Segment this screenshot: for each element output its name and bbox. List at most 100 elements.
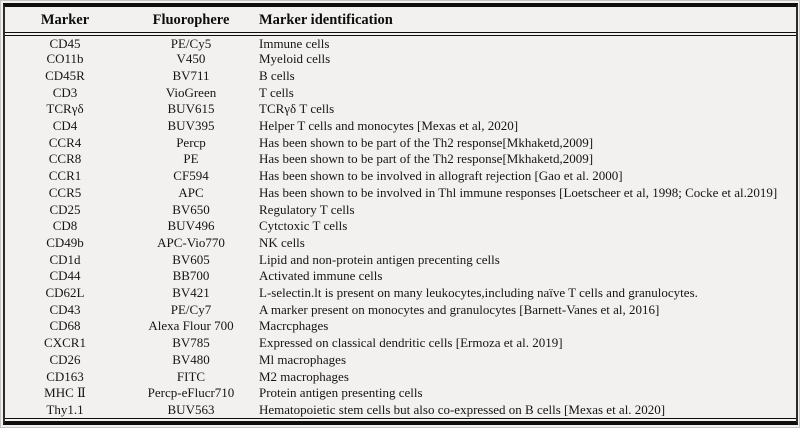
cell-marker: CCR8 xyxy=(48,151,82,167)
cell-identification: L-selectin.lt is present on many leukocy… xyxy=(259,285,698,301)
cell-fluorophore: BB700 xyxy=(172,268,210,284)
cell-identification: Protein antigen presenting cells xyxy=(259,385,423,401)
cell-fluorophore: BUV395 xyxy=(167,118,215,134)
cell-fluorophore: Percp-eFlucr710 xyxy=(147,385,235,401)
cell-fluorophore: BV605 xyxy=(172,251,210,267)
header-identification: Marker identification xyxy=(257,7,796,36)
cell-fluorophore: BV421 xyxy=(172,285,210,301)
cell-fluorophore: APC xyxy=(178,184,204,200)
cell-fluorophore: BUV615 xyxy=(167,101,215,117)
cell-marker: CD8 xyxy=(52,218,78,234)
cell-fluorophore: PE/Cy7 xyxy=(170,301,212,317)
cell-marker: CD43 xyxy=(49,301,81,317)
table-row: CD49b APC-Vio770 NK cells xyxy=(5,234,796,251)
cell-fluorophore: BV480 xyxy=(172,351,210,367)
cell-fluorophore: BV711 xyxy=(172,67,210,83)
table-header: Marker Fluorophere Marker identification xyxy=(5,7,796,36)
cell-identification: Expressed on classical dendritic cells [… xyxy=(259,335,563,351)
table-row: MHC Ⅱ Percp-eFlucr710 Protein antigen pres… xyxy=(5,385,796,402)
table-row: CD163 FITC M2 macrophages xyxy=(5,368,796,385)
cell-fluorophore: Percp xyxy=(176,134,206,150)
table-row: Thy1.1 BUV563 Hematopoietic stem cells but… xyxy=(5,401,796,420)
cell-marker: CD62L xyxy=(45,285,85,301)
cell-identification: Has been shown to be involved in Thl imm… xyxy=(259,184,778,200)
cell-marker: CD163 xyxy=(46,368,84,384)
table-row: CD44 BB700 Activated immune cells xyxy=(5,268,796,285)
cell-fluorophore: BUV563 xyxy=(125,401,257,420)
header-marker: Marker xyxy=(5,7,125,36)
cell-identification: Regulatory T cells xyxy=(259,201,355,217)
cell-fluorophore: BV785 xyxy=(172,335,210,351)
cell-identification: Lipid and non-protein antigen precenting… xyxy=(259,251,500,267)
cell-marker: CD25 xyxy=(49,201,81,217)
cell-marker: CD49b xyxy=(46,234,84,250)
cell-identification: A marker present on monocytes and granul… xyxy=(259,301,660,317)
cell-fluorophore: BUV496 xyxy=(167,218,215,234)
table-row: CD45R BV711 B cells xyxy=(5,67,796,84)
cell-fluorophore: PE xyxy=(183,151,199,167)
table-row: CD3 VioGreen T cells xyxy=(5,84,796,101)
cell-identification: Macrcphages xyxy=(259,318,329,334)
cell-marker: CCR1 xyxy=(48,168,82,184)
cell-fluorophore: PE/Cy5 xyxy=(170,35,212,51)
cell-marker: CD44 xyxy=(49,268,81,284)
cell-identification: Ml macrophages xyxy=(259,351,347,367)
cell-marker: CO11b xyxy=(46,51,84,67)
table-row: CCR1 CF594 Has been shown to be involved i… xyxy=(5,168,796,185)
cell-marker: MHC Ⅱ xyxy=(44,385,86,401)
cell-identification: Has been shown to be involved in allogra… xyxy=(259,168,623,184)
table-row: CCR5 APC Has been shown to be involved in … xyxy=(5,184,796,201)
cell-fluorophore: APC-Vio770 xyxy=(157,234,225,250)
cell-marker: CD45 xyxy=(49,35,81,51)
cell-identification: Has been shown to be part of the Th2 res… xyxy=(259,134,594,150)
cell-marker: CD45R xyxy=(45,67,85,83)
table-row: CD1d BV605 Lipid and non-protein antigen p… xyxy=(5,251,796,268)
cell-fluorophore: Alexa Flour 700 xyxy=(148,318,234,334)
cell-marker: Thy1.1 xyxy=(5,401,125,420)
table-row: CD45 PE/Cy5 Immune cells xyxy=(5,34,796,51)
table-row: CD62L BV421 L-selectin.lt is present on ma… xyxy=(5,285,796,302)
cell-identification: NK cells xyxy=(259,234,305,250)
cell-fluorophore: BV650 xyxy=(172,201,210,217)
table-row: TCRγδ BUV615 TCRγδ T cells xyxy=(5,101,796,118)
cell-fluorophore: VioGreen xyxy=(165,84,217,100)
table-row: CD26 BV480 Ml macrophages xyxy=(5,351,796,368)
cell-identification: Cytctoxic T cells xyxy=(259,218,348,234)
table-row: CXCR1 BV785 Expressed on classical dendrit… xyxy=(5,335,796,352)
cell-marker: CCR4 xyxy=(48,134,82,150)
cell-identification: T cells xyxy=(259,84,294,100)
table-row: CCR8 PE Has been shown to be part of the T… xyxy=(5,151,796,168)
cell-marker: TCRγδ xyxy=(46,101,84,117)
cell-identification: Has been shown to be part of the Th2 res… xyxy=(259,151,594,167)
cell-identification: Activated immune cells xyxy=(259,268,383,284)
table-row: CCR4 Percp Has been shown to be part of th… xyxy=(5,134,796,151)
cell-identification: M2 macrophages xyxy=(259,368,349,384)
header-row: Marker Fluorophere Marker identification xyxy=(5,7,796,36)
cell-identification: Myeloid cells xyxy=(259,51,331,67)
table-row: CD43 PE/Cy7 A marker present on monocytes … xyxy=(5,301,796,318)
cell-identification: Hematopoietic stem cells but also co-exp… xyxy=(257,401,796,420)
table-row: CO11b V450 Myeloid cells xyxy=(5,51,796,68)
cell-fluorophore: V450 xyxy=(176,51,206,67)
header-fluorophore: Fluorophere xyxy=(125,7,257,36)
cell-marker: CD3 xyxy=(52,84,78,100)
cell-fluorophore: FITC xyxy=(176,368,206,384)
cell-identification: Immune cells xyxy=(259,35,330,51)
cell-marker: CD4 xyxy=(52,118,78,134)
table-body: CD45 PE/Cy5 Immune cells CO11b V450 Myeloid c… xyxy=(5,34,796,420)
cell-identification: B cells xyxy=(259,67,295,83)
cell-marker: CD26 xyxy=(49,351,81,367)
table-row: CD4 BUV395 Helper T cells and monocytes [M… xyxy=(5,118,796,135)
marker-fluorophore-table: Marker Fluorophere Marker identification… xyxy=(5,7,796,420)
cell-marker: CD68 xyxy=(49,318,81,334)
cell-marker: CD1d xyxy=(49,251,81,267)
table-row: CD8 BUV496 Cytctoxic T cells xyxy=(5,218,796,235)
cell-identification: TCRγδ T cells xyxy=(259,101,335,117)
cell-marker: CXCR1 xyxy=(44,335,86,351)
cell-marker: CCR5 xyxy=(48,184,82,200)
table-row: CD68 Alexa Flour 700 Macrcphages xyxy=(5,318,796,335)
cell-fluorophore: CF594 xyxy=(173,168,209,184)
table-row: CD25 BV650 Regulatory T cells xyxy=(5,201,796,218)
cell-identification: Helper T cells and monocytes [Mexas et a… xyxy=(259,118,519,134)
